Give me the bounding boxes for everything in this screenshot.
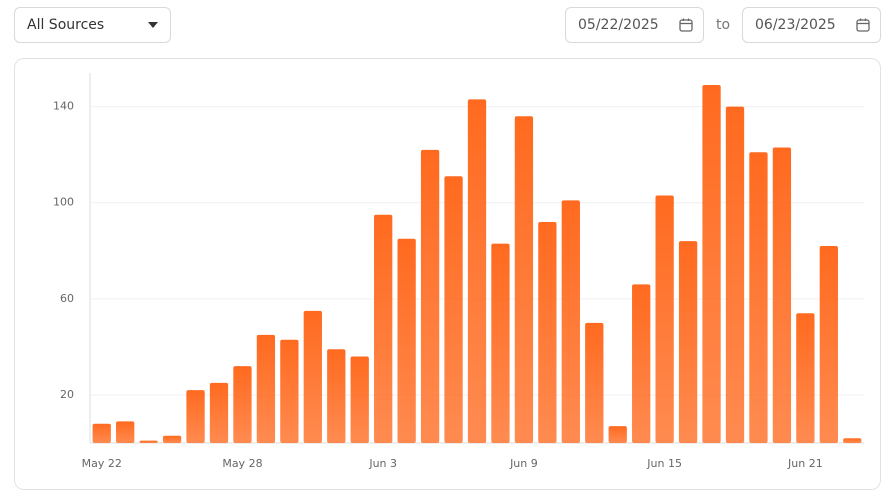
bar — [209, 382, 229, 443]
bar — [561, 200, 580, 443]
bar — [772, 147, 792, 443]
bar — [585, 322, 604, 443]
y-tick-label: 60 — [60, 292, 74, 305]
bar — [116, 421, 135, 443]
end-date-input[interactable]: 06/23/2025 — [742, 7, 881, 43]
bar — [538, 221, 557, 443]
source-dropdown[interactable]: All Sources — [14, 7, 171, 43]
x-tick-label: Jun 9 — [509, 457, 538, 470]
bar — [280, 339, 299, 443]
bar — [702, 85, 721, 443]
x-tick-label: Jun 21 — [787, 457, 823, 470]
bar — [92, 423, 111, 443]
x-tick-label: May 28 — [222, 457, 262, 470]
bar — [374, 214, 393, 443]
x-tick-label: May 22 — [82, 457, 122, 470]
bar — [725, 106, 745, 444]
x-tick-label: Jun 3 — [368, 457, 397, 470]
bar — [608, 426, 627, 443]
bar — [514, 116, 534, 443]
bar — [350, 356, 369, 443]
bar — [467, 99, 487, 443]
bar — [749, 152, 768, 444]
bar — [256, 334, 276, 443]
dropdown-caret — [148, 22, 158, 28]
bar — [327, 349, 346, 443]
calendar-icon — [856, 18, 870, 32]
bar — [678, 241, 698, 443]
bar — [491, 243, 510, 443]
bar — [632, 284, 651, 443]
bar — [303, 310, 322, 443]
dropdown-label: All Sources — [27, 17, 105, 33]
bar — [397, 238, 416, 443]
calendar-icon — [679, 18, 693, 32]
bar — [162, 435, 182, 443]
bar — [796, 313, 815, 443]
bar — [233, 366, 252, 443]
chart-card — [14, 58, 881, 490]
y-tick-label: 20 — [60, 388, 74, 401]
start-date: 05/22/2025 — [578, 17, 659, 33]
end-date: 06/23/2025 — [755, 17, 836, 33]
start-date-input[interactable]: 05/22/2025 — [565, 7, 704, 43]
y-tick-label: 100 — [53, 196, 74, 209]
bar — [655, 195, 674, 443]
range-separator: to — [716, 17, 731, 33]
bar — [843, 438, 862, 443]
bar — [139, 440, 158, 443]
bar — [444, 176, 463, 443]
y-tick-label: 140 — [53, 100, 74, 113]
x-tick-label: Jun 15 — [646, 457, 682, 470]
bar — [420, 149, 440, 443]
bar — [819, 245, 838, 443]
bar — [186, 390, 205, 443]
